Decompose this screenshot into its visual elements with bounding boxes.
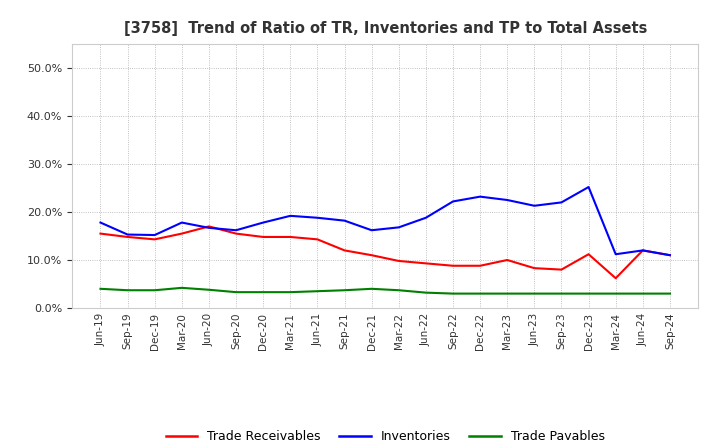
Trade Receivables <box>204 224 213 229</box>
Trade Payables <box>123 288 132 293</box>
Inventories <box>639 248 647 253</box>
Trade Receivables <box>313 237 322 242</box>
Inventories <box>259 220 268 225</box>
Trade Receivables <box>96 231 105 236</box>
Trade Receivables <box>476 263 485 268</box>
Inventories <box>665 253 674 258</box>
Trade Receivables <box>530 265 539 271</box>
Trade Payables <box>611 291 620 296</box>
Trade Receivables <box>395 258 403 264</box>
Inventories <box>150 232 159 238</box>
Trade Payables <box>476 291 485 296</box>
Line: Trade Receivables: Trade Receivables <box>101 227 670 278</box>
Trade Payables <box>367 286 376 291</box>
Trade Receivables <box>341 248 349 253</box>
Trade Payables <box>204 287 213 293</box>
Inventories <box>96 220 105 225</box>
Inventories <box>341 218 349 223</box>
Trade Receivables <box>232 231 240 236</box>
Inventories <box>232 227 240 233</box>
Trade Payables <box>584 291 593 296</box>
Trade Payables <box>313 289 322 294</box>
Trade Payables <box>232 290 240 295</box>
Trade Payables <box>341 288 349 293</box>
Inventories <box>286 213 294 219</box>
Trade Receivables <box>123 235 132 240</box>
Trade Payables <box>96 286 105 291</box>
Trade Payables <box>259 290 268 295</box>
Inventories <box>449 199 457 204</box>
Trade Payables <box>421 290 430 295</box>
Trade Receivables <box>557 267 566 272</box>
Inventories <box>421 215 430 220</box>
Inventories <box>476 194 485 199</box>
Trade Receivables <box>150 237 159 242</box>
Trade Payables <box>665 291 674 296</box>
Line: Trade Payables: Trade Payables <box>101 288 670 293</box>
Trade Receivables <box>584 252 593 257</box>
Trade Receivables <box>503 257 511 263</box>
Trade Receivables <box>421 261 430 266</box>
Inventories <box>123 232 132 237</box>
Trade Receivables <box>639 248 647 253</box>
Title: [3758]  Trend of Ratio of TR, Inventories and TP to Total Assets: [3758] Trend of Ratio of TR, Inventories… <box>124 21 647 36</box>
Legend: Trade Receivables, Inventories, Trade Payables: Trade Receivables, Inventories, Trade Pa… <box>161 425 610 440</box>
Trade Receivables <box>449 263 457 268</box>
Inventories <box>367 227 376 233</box>
Trade Payables <box>178 285 186 290</box>
Trade Receivables <box>178 231 186 236</box>
Trade Payables <box>286 290 294 295</box>
Inventories <box>584 184 593 190</box>
Trade Receivables <box>259 235 268 240</box>
Trade Receivables <box>611 275 620 281</box>
Inventories <box>204 225 213 231</box>
Trade Receivables <box>286 235 294 240</box>
Inventories <box>557 200 566 205</box>
Line: Inventories: Inventories <box>101 187 670 255</box>
Trade Payables <box>639 291 647 296</box>
Trade Payables <box>557 291 566 296</box>
Inventories <box>530 203 539 209</box>
Trade Payables <box>530 291 539 296</box>
Trade Payables <box>150 288 159 293</box>
Inventories <box>395 225 403 230</box>
Inventories <box>178 220 186 225</box>
Trade Payables <box>395 288 403 293</box>
Trade Receivables <box>367 253 376 258</box>
Trade Payables <box>449 291 457 296</box>
Inventories <box>313 215 322 220</box>
Inventories <box>503 198 511 203</box>
Trade Payables <box>503 291 511 296</box>
Inventories <box>611 252 620 257</box>
Trade Receivables <box>665 253 674 258</box>
